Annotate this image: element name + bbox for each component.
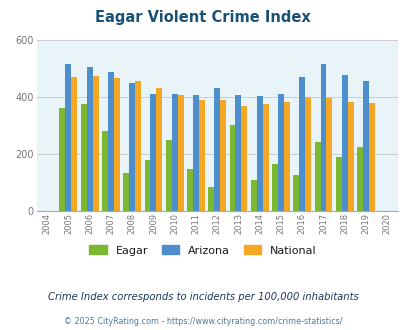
Bar — [305, 97, 310, 211]
Bar — [187, 169, 192, 211]
Bar — [165, 140, 171, 211]
Bar — [368, 103, 374, 211]
Bar — [71, 77, 77, 211]
Bar — [283, 102, 289, 211]
Bar — [235, 95, 241, 211]
Bar — [114, 78, 119, 211]
Bar — [60, 108, 65, 211]
Text: © 2025 CityRating.com - https://www.cityrating.com/crime-statistics/: © 2025 CityRating.com - https://www.city… — [64, 317, 341, 326]
Bar — [171, 94, 177, 211]
Bar — [214, 88, 220, 211]
Bar — [65, 64, 71, 211]
Bar — [241, 106, 247, 211]
Legend: Eagar, Arizona, National: Eagar, Arizona, National — [85, 241, 320, 260]
Bar — [177, 95, 183, 211]
Bar — [150, 94, 156, 211]
Bar — [341, 75, 347, 211]
Bar — [81, 104, 87, 211]
Bar — [92, 76, 98, 211]
Bar — [298, 77, 305, 211]
Bar — [156, 88, 162, 211]
Bar — [347, 102, 353, 211]
Bar — [256, 96, 262, 211]
Bar — [277, 94, 283, 211]
Bar — [129, 82, 135, 211]
Bar — [87, 67, 92, 211]
Bar — [250, 180, 256, 211]
Bar — [220, 100, 226, 211]
Bar — [362, 81, 368, 211]
Bar — [229, 125, 235, 211]
Bar — [271, 164, 277, 211]
Text: Eagar Violent Crime Index: Eagar Violent Crime Index — [95, 10, 310, 25]
Bar — [262, 104, 268, 211]
Bar — [326, 98, 332, 211]
Bar — [108, 73, 114, 211]
Bar — [123, 173, 129, 211]
Bar — [135, 81, 141, 211]
Bar — [208, 187, 214, 211]
Bar — [192, 95, 198, 211]
Bar — [198, 100, 205, 211]
Bar — [320, 64, 326, 211]
Bar — [144, 160, 150, 211]
Bar — [314, 142, 320, 211]
Text: Crime Index corresponds to incidents per 100,000 inhabitants: Crime Index corresponds to incidents per… — [47, 292, 358, 302]
Bar — [356, 147, 362, 211]
Bar — [335, 157, 341, 211]
Bar — [292, 176, 298, 211]
Bar — [102, 131, 108, 211]
